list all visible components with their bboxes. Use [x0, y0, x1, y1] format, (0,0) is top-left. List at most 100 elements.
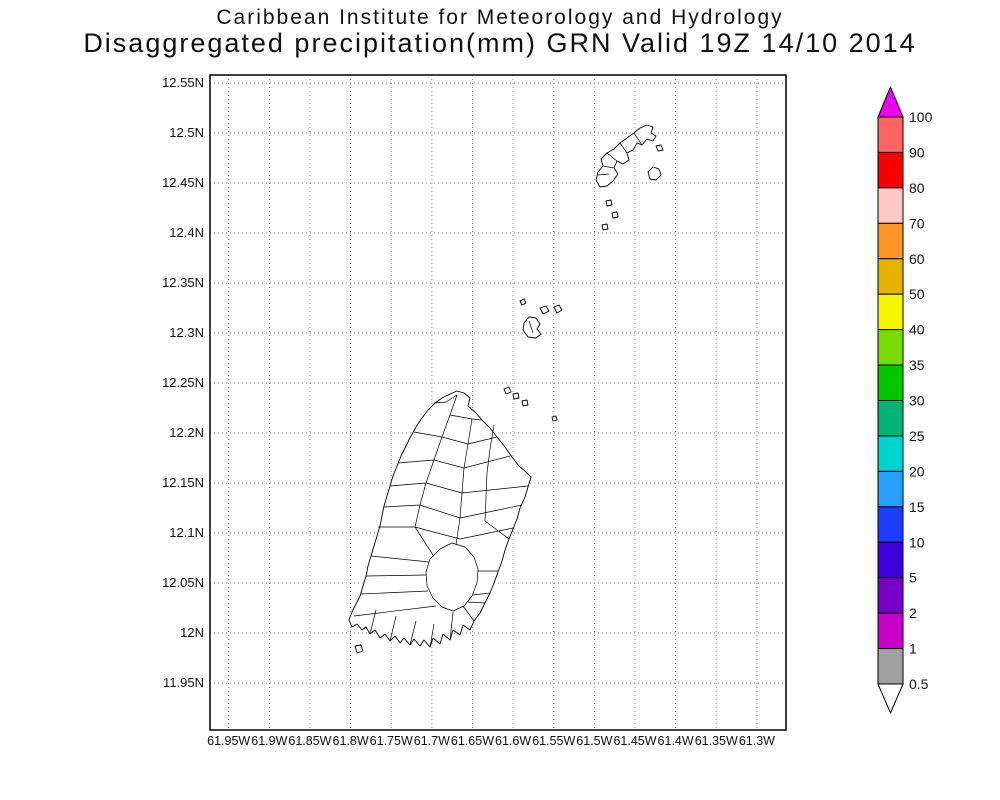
- watershed-boundary: [467, 601, 486, 604]
- x-axis-label: 61.85W: [288, 734, 331, 748]
- colorbar-segment: [877, 364, 904, 401]
- watershed-boundary: [360, 590, 429, 595]
- watershed-boundary: [414, 394, 458, 556]
- colorbar-label: 25: [909, 428, 925, 444]
- island-frigate-island: [611, 211, 619, 219]
- colorbar-label: 80: [909, 180, 925, 196]
- colorbar-segment: [877, 151, 904, 189]
- colorbar-label: 20: [909, 463, 925, 479]
- figure-title-line1: Caribbean Institute for Meteorology and …: [216, 6, 784, 29]
- x-axis-label: 61.55W: [532, 734, 575, 748]
- colorbar-label: 100: [909, 109, 933, 125]
- colorbar-segment: [877, 612, 904, 650]
- island-carriacou: [595, 124, 657, 188]
- y-axis-label: 12.05N: [162, 575, 204, 590]
- colorbar-segment: [877, 577, 904, 614]
- x-axis-label: 61.3W: [739, 734, 775, 748]
- y-axis-label: 12.45N: [162, 175, 204, 190]
- watershed-boundary: [606, 152, 618, 162]
- colorbar-segment: [877, 258, 904, 295]
- x-axis-label: 61.35W: [695, 734, 738, 748]
- island-petite-martinique: [647, 166, 662, 181]
- island-london-bridge: [551, 415, 558, 422]
- colorbar-label: 2: [909, 605, 917, 621]
- island-sandy-island: [521, 399, 529, 407]
- island-les-tantes: [553, 304, 563, 314]
- colorbar-label: 30: [909, 393, 925, 409]
- colorbar-label: 50: [909, 286, 925, 302]
- y-axis-label: 12.55N: [162, 75, 204, 90]
- colorbar-label: 10: [909, 534, 925, 550]
- watershed-boundary: [619, 142, 628, 154]
- x-axis-label: 61.6W: [495, 734, 531, 748]
- watershed-boundary: [602, 165, 615, 169]
- watershed-boundary: [462, 605, 475, 622]
- watershed-boundary: [455, 418, 473, 546]
- colorbar-segment: [877, 222, 904, 260]
- colorbar-segment: [877, 541, 904, 579]
- y-axis-label: 12.1N: [169, 525, 204, 540]
- x-axis-label: 61.65W: [451, 734, 494, 748]
- island-large-island: [601, 223, 609, 231]
- y-axis-label: 12.25N: [162, 375, 204, 390]
- colorbar-segment: [877, 506, 904, 543]
- y-axis-label: 12.35N: [162, 275, 204, 290]
- plot-border: [209, 74, 787, 731]
- watershed-boundary: [633, 132, 643, 146]
- y-axis-label: 12.15N: [162, 475, 204, 490]
- colorbar-segment: [877, 116, 904, 153]
- watershed-boundary: [370, 555, 430, 563]
- x-axis-label: 61.5W: [576, 734, 612, 748]
- watershed-boundary: [429, 623, 435, 648]
- colorbar-segment: [877, 187, 904, 224]
- x-axis-label: 61.95W: [207, 734, 250, 748]
- y-axis-label: 12.4N: [169, 225, 204, 240]
- y-axis-label: 12.3N: [169, 325, 204, 340]
- x-axis-label: 61.4W: [658, 734, 694, 748]
- island-saline-island: [605, 199, 613, 207]
- y-axis-label: 12N: [180, 625, 204, 640]
- watershed-boundary: [425, 542, 479, 612]
- watershed-boundary: [409, 620, 417, 646]
- watershed-boundary: [472, 592, 491, 596]
- island-ronde-island: [522, 316, 542, 339]
- colorbar-over-arrow: [877, 85, 904, 118]
- watershed-boundary: [449, 611, 454, 641]
- island-diamond-rock: [519, 298, 527, 306]
- x-axis-label: 61.7W: [414, 734, 450, 748]
- island-caille-island: [539, 305, 550, 315]
- x-axis-label: 61.75W: [370, 734, 413, 748]
- colorbar-segment: [877, 435, 904, 472]
- island-sugar-loaf: [503, 386, 512, 395]
- colorbar-segment: [877, 648, 904, 685]
- colorbar-label: 70: [909, 215, 925, 231]
- colorbar-under-arrow: [877, 683, 904, 715]
- y-axis-label: 12.2N: [169, 425, 204, 440]
- y-axis-label: 11.95N: [163, 675, 204, 690]
- x-axis-label: 61.8W: [333, 734, 369, 748]
- watershed-boundary: [369, 609, 377, 635]
- island-grenada: [348, 390, 532, 648]
- colorbar-segment: [877, 470, 904, 508]
- colorbar-segment: [877, 329, 904, 366]
- island-green-island: [512, 392, 520, 400]
- watershed-boundary: [484, 424, 510, 540]
- colorbar-label: 90: [909, 144, 925, 160]
- watershed-boundary: [413, 431, 443, 438]
- watershed-boundary: [365, 574, 427, 577]
- watershed-boundary: [397, 459, 435, 464]
- watershed-boundary: [383, 504, 421, 508]
- colorbar-label: 35: [909, 357, 925, 373]
- colorbar-label: 0.5: [909, 676, 929, 692]
- watershed-boundary: [353, 605, 437, 617]
- colorbar-label: 40: [909, 322, 925, 338]
- watershed-boundary: [414, 526, 514, 540]
- colorbar-segment: [877, 293, 904, 331]
- watershed-boundary: [597, 173, 610, 176]
- figure-title-line2: Disaggregated precipitation(mm) GRN Vali…: [83, 28, 917, 58]
- x-axis-label: 61.9W: [251, 734, 287, 748]
- watershed-boundary: [389, 482, 427, 487]
- island-petit-st-vincent: [655, 144, 664, 152]
- colorbar-label: 60: [909, 251, 925, 267]
- island-glover-island: [354, 644, 364, 654]
